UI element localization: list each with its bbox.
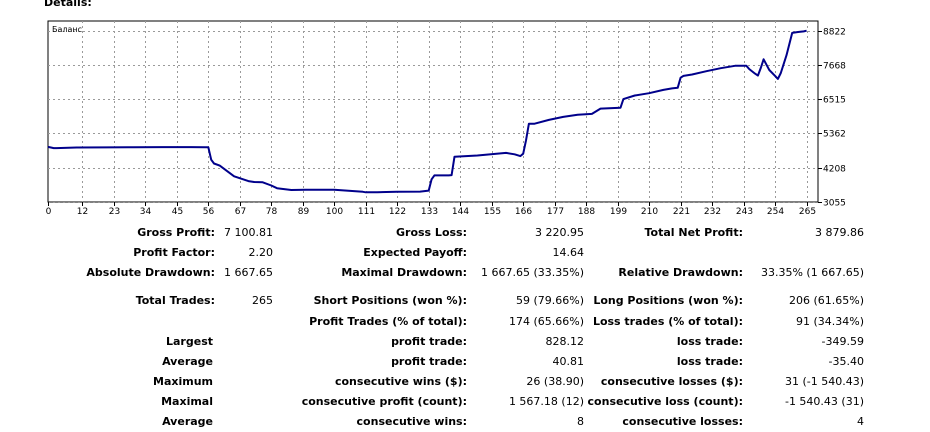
loss-trades-value: 91 (34.34%) [795,315,864,328]
maximal-loss-label: consecutive loss (count): [587,395,743,408]
y-tick-label: 3055 [823,199,846,209]
x-tick-label: 122 [389,207,406,215]
x-tick-label: 254 [767,207,784,215]
x-tick-label: 221 [673,207,690,215]
x-tick-label: 177 [547,207,564,215]
average-consecutive-losses-label: consecutive losses: [622,415,743,428]
maximum-loss-label: consecutive losses ($): [600,375,743,388]
x-tick-label: 265 [799,207,816,215]
total-net-profit-value: 3 879.86 [815,226,864,239]
average-profit-label: profit trade: [391,355,467,368]
absolute-drawdown-value: 1 667.65 [224,266,273,279]
gross-profit-label: Gross Profit: [137,226,215,239]
y-tick-label: 8822 [823,28,846,38]
average-profit-value: 40.81 [552,355,585,368]
short-positions-value: 59 (79.66%) [515,294,584,307]
profit-factor-label: Profit Factor: [133,246,215,259]
x-tick-label: 23 [109,207,120,215]
maximum-profit-label: consecutive wins ($): [334,375,467,388]
x-tick-label: 78 [266,207,278,215]
plot-area [47,20,819,203]
absolute-drawdown-label: Absolute Drawdown: [86,266,215,279]
total-net-profit-label: Total Net Profit: [644,226,744,239]
balance-chart: Баланс 0 12 23 34 45 56 67 78 89 100 111 122 133 144 1… [46,20,846,215]
x-tick-label: 199 [610,207,627,215]
y-tick-label: 4208 [823,165,846,175]
chart-title: Баланс [52,25,82,34]
x-tick-label: 34 [140,207,152,215]
x-tick-label: 89 [298,207,310,215]
maximal-label: Maximal [161,395,213,408]
grid [48,21,818,203]
largest-profit-value: 828.12 [545,335,585,348]
maximal-profit-label: consecutive profit (count): [301,395,467,408]
y-tick-label: 7668 [823,62,846,72]
x-tick-label: 188 [578,207,595,215]
expected-payoff-value: 14.64 [552,246,585,259]
x-tick-label: 56 [203,207,215,215]
maximal-loss-value: -1 540.43 (31) [784,395,864,408]
x-tick-label: 45 [172,207,183,215]
x-tick-label: 210 [641,207,658,215]
x-tick-label: 133 [421,207,438,215]
average-consecutive-label: Average [162,415,213,428]
y-axis: 3055 4208 5362 6515 7668 8822 [818,28,846,209]
maximum-profit-value: 26 (38.90) [526,375,584,388]
average-consecutive-wins-value: 8 [577,415,584,428]
y-tick-label: 6515 [823,96,846,106]
average-loss-value: -35.40 [828,355,864,368]
largest-loss-value: -349.59 [821,335,864,348]
short-positions-label: Short Positions (won %): [313,294,467,307]
average-consecutive-wins-label: consecutive wins: [356,415,467,428]
maximum-label: Maximum [153,375,213,388]
x-axis: 0 12 23 34 45 56 67 78 89 100 111 122 133 144 155 166 17… [46,202,816,215]
average-consecutive-losses-value: 4 [857,415,864,428]
balance-series-line [47,29,807,194]
maximal-drawdown-value: 1 667.65 (33.35%) [480,266,584,279]
x-tick-label: 0 [46,207,52,215]
largest-loss-label: loss trade: [676,335,743,348]
relative-drawdown-value: 33.35% (1 667.65) [760,266,864,279]
x-tick-label: 166 [515,207,532,215]
gross-loss-label: Gross Loss: [396,226,467,239]
expected-payoff-label: Expected Payoff: [363,246,467,259]
x-tick-label: 67 [235,207,246,215]
total-trades-value: 265 [252,294,273,307]
maximal-drawdown-label: Maximal Drawdown: [341,266,467,279]
average-label: Average [162,355,213,368]
x-tick-label: 155 [484,207,501,215]
gross-loss-value: 3 220.95 [535,226,584,239]
x-tick-label: 111 [358,207,375,215]
details-heading: Details: [44,0,92,9]
x-tick-label: 12 [77,207,88,215]
total-trades-label: Total Trades: [135,294,215,307]
loss-trades-label: Loss trades (% of total): [592,315,743,328]
x-tick-label: 232 [704,207,721,215]
x-tick-label: 100 [326,207,343,215]
long-positions-label: Long Positions (won %): [593,294,743,307]
long-positions-value: 206 (61.65%) [788,294,864,307]
x-tick-label: 144 [452,207,469,215]
maximum-loss-value: 31 (-1 540.43) [784,375,864,388]
maximal-profit-value: 1 567.18 (12) [508,395,584,408]
relative-drawdown-label: Relative Drawdown: [618,266,743,279]
largest-label: Largest [166,335,213,348]
x-tick-label: 243 [736,207,753,215]
profit-trades-value: 174 (65.66%) [508,315,584,328]
largest-profit-label: profit trade: [391,335,467,348]
gross-profit-value: 7 100.81 [224,226,273,239]
y-tick-label: 5362 [823,130,846,140]
profit-trades-label: Profit Trades (% of total): [309,315,467,328]
profit-factor-value: 2.20 [248,246,274,259]
average-loss-label: loss trade: [676,355,743,368]
